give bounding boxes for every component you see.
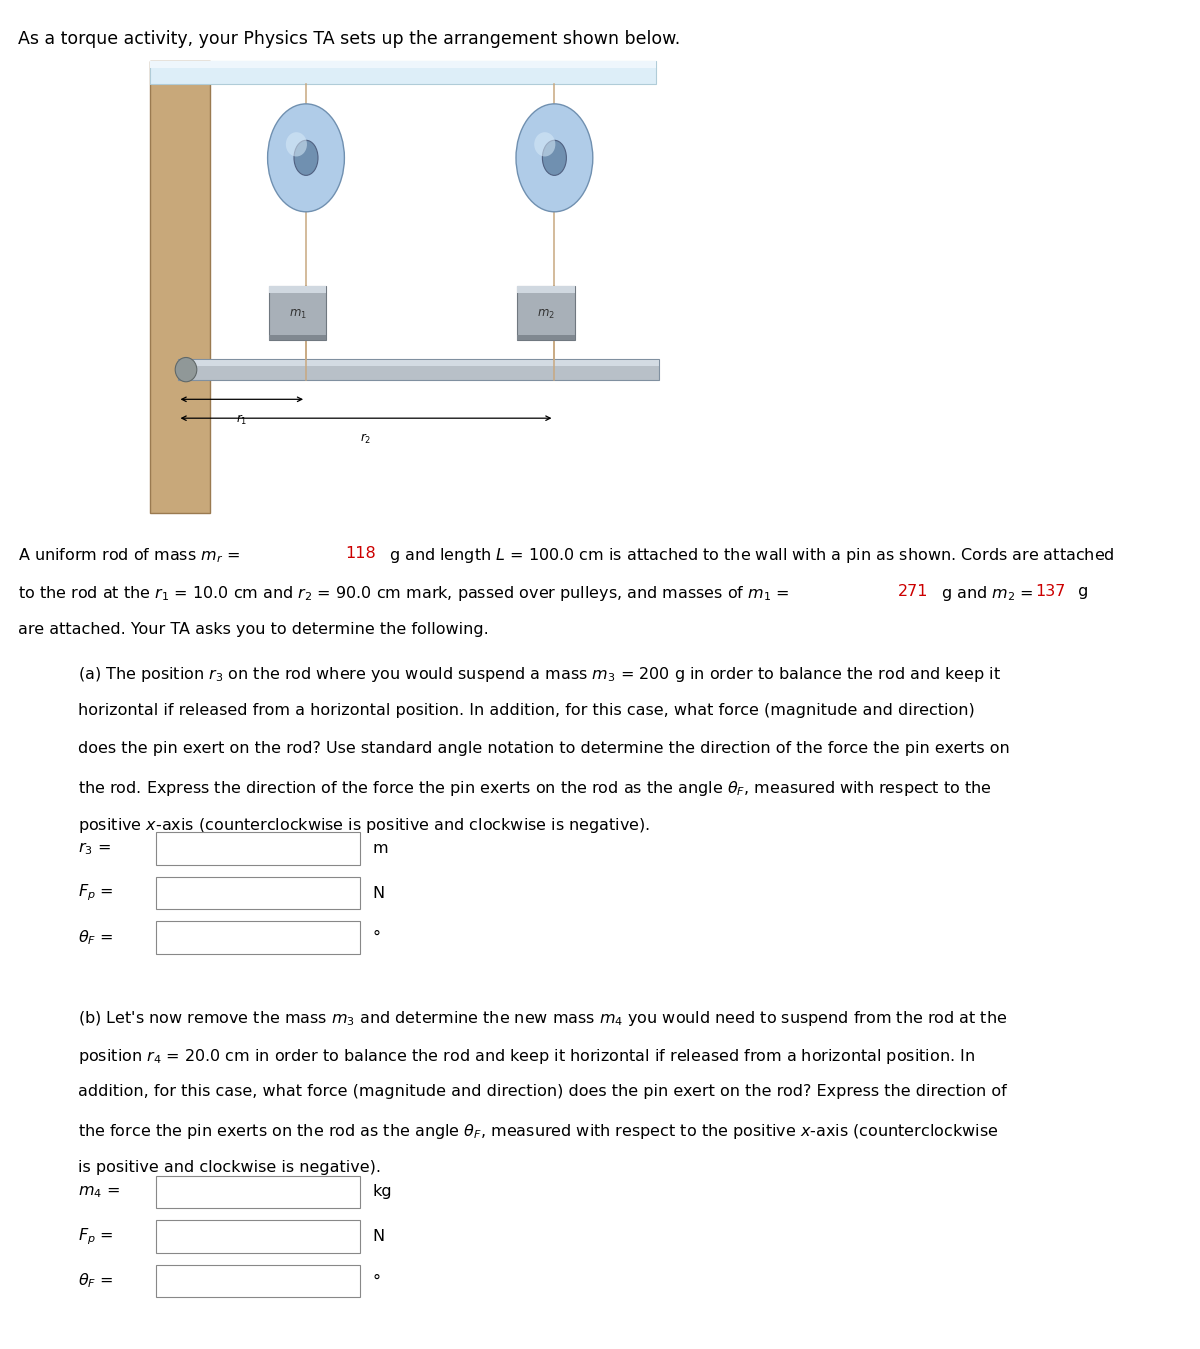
Bar	[156, 877, 360, 909]
Text: °: °	[372, 1273, 380, 1288]
Text: g and $m_2$ =: g and $m_2$ =	[936, 584, 1036, 603]
Bar	[150, 61, 656, 67]
Text: m: m	[372, 840, 388, 857]
Text: position $r_4$ = 20.0 cm in order to balance the rod and keep it horizontal if r: position $r_4$ = 20.0 cm in order to bal…	[78, 1047, 976, 1066]
Text: $m_1$: $m_1$	[289, 308, 306, 321]
Text: is positive and clockwise is negative).: is positive and clockwise is negative).	[78, 1160, 382, 1175]
Text: g and length $L$ = 100.0 cm is attached to the wall with a pin as shown. Cords a: g and length $L$ = 100.0 cm is attached …	[384, 546, 1115, 565]
Text: 137: 137	[1036, 584, 1066, 599]
Bar	[269, 335, 326, 340]
Ellipse shape	[516, 104, 593, 212]
Bar	[517, 335, 575, 340]
Bar	[269, 286, 326, 293]
Bar	[269, 286, 326, 340]
Bar	[150, 61, 210, 513]
Bar	[517, 286, 575, 293]
Text: $r_2$: $r_2$	[360, 432, 372, 445]
Text: to the rod at the $r_1$ = 10.0 cm and $r_2$ = 90.0 cm mark, passed over pulleys,: to the rod at the $r_1$ = 10.0 cm and $r…	[18, 584, 791, 603]
Text: the rod. Express the direction of the force the pin exerts on the rod as the ang: the rod. Express the direction of the fo…	[78, 778, 991, 797]
Bar	[156, 1176, 360, 1209]
Bar	[178, 359, 659, 380]
Ellipse shape	[268, 104, 344, 212]
Bar	[156, 1265, 360, 1298]
Text: (a) The position $r_3$ on the rod where you would suspend a mass $m_3$ = 200 g i: (a) The position $r_3$ on the rod where …	[78, 665, 1001, 684]
Text: addition, for this case, what force (magnitude and direction) does the pin exert: addition, for this case, what force (mag…	[78, 1085, 1007, 1099]
Text: $m_4$ =: $m_4$ =	[78, 1184, 120, 1199]
Text: °: °	[372, 929, 380, 946]
Ellipse shape	[286, 132, 307, 156]
Text: does the pin exert on the rod? Use standard angle notation to determine the dire: does the pin exert on the rod? Use stand…	[78, 741, 1009, 755]
Text: (b) Let's now remove the mass $m_3$ and determine the new mass $m_4$ you would n: (b) Let's now remove the mass $m_3$ and …	[78, 1009, 1007, 1028]
Text: 118: 118	[346, 546, 377, 561]
Text: A uniform rod of mass $m_r$ =: A uniform rod of mass $m_r$ =	[18, 546, 242, 565]
Text: horizontal if released from a horizontal position. In addition, for this case, w: horizontal if released from a horizontal…	[78, 703, 974, 718]
Ellipse shape	[542, 140, 566, 175]
Bar	[150, 61, 656, 84]
Text: $F_p$ =: $F_p$ =	[78, 1226, 114, 1246]
Text: $r_3$ =: $r_3$ =	[78, 840, 110, 857]
Bar	[156, 832, 360, 865]
Text: $F_p$ =: $F_p$ =	[78, 882, 114, 904]
Text: N: N	[372, 1229, 384, 1244]
Text: kg: kg	[372, 1184, 391, 1199]
Text: positive $x$-axis (counterclockwise is positive and clockwise is negative).: positive $x$-axis (counterclockwise is p…	[78, 816, 650, 835]
Text: $\theta_F$ =: $\theta_F$ =	[78, 1272, 114, 1291]
Text: N: N	[372, 885, 384, 901]
Text: the force the pin exerts on the rod as the angle $\theta_F$, measured with respe: the force the pin exerts on the rod as t…	[78, 1122, 998, 1141]
Ellipse shape	[294, 140, 318, 175]
Circle shape	[175, 357, 197, 382]
Text: $\theta_F$ =: $\theta_F$ =	[78, 928, 114, 947]
Text: are attached. Your TA asks you to determine the following.: are attached. Your TA asks you to determ…	[18, 622, 488, 637]
Text: $m_2$: $m_2$	[538, 308, 554, 321]
Text: $r_1$: $r_1$	[236, 413, 247, 426]
Text: As a torque activity, your Physics TA sets up the arrangement shown below.: As a torque activity, your Physics TA se…	[18, 30, 680, 47]
Bar	[156, 921, 360, 954]
Text: g: g	[1073, 584, 1088, 599]
Ellipse shape	[534, 132, 556, 156]
Bar	[517, 286, 575, 340]
Bar	[156, 1221, 360, 1253]
Text: 271: 271	[898, 584, 928, 599]
Bar	[178, 360, 659, 366]
